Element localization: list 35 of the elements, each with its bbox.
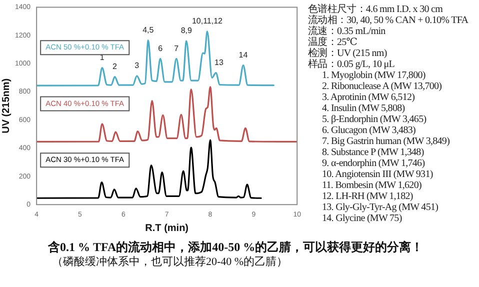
text: 8. Substance P (MW 1,348)	[321, 147, 425, 158]
text: 14. Glycine (MW 75)	[321, 213, 403, 224]
text: 色谱柱尺寸：4.6 mm I.D. x 30 cm	[308, 4, 444, 15]
text: （磷酸缓冲体系中，也可以推荐20-40 %的乙腈）	[51, 255, 289, 270]
text: 1. Myoglobin (MW 17,800)	[321, 70, 426, 81]
text: 3. Aprotinin (MW 6,512)	[321, 92, 416, 103]
annotation: 10,11,12	[192, 16, 224, 26]
text: 13. Gly-Gly-Tyr-Ag (MW 451)	[321, 202, 440, 213]
text: 10. Angiotensin III (MW 931)	[321, 169, 434, 180]
text: 6. Glucagon (MW 3,483)	[321, 125, 416, 136]
text: 7. Big Gastrin human (MW 3,849)	[321, 136, 451, 147]
text: 4. Insulin (MW 5,808)	[321, 103, 406, 114]
line-series	[36, 86, 298, 143]
line-series	[36, 139, 262, 199]
y-axis-title: UV (215nm)	[0, 78, 12, 134]
text: 流速：0.35 mL/min	[308, 26, 386, 37]
annotation: 14	[238, 50, 248, 60]
text: 12. LH-RH (MW 1,182)	[321, 191, 414, 202]
x-axis-title: R.T (min)	[145, 222, 189, 234]
text: 2. Ribonuclease A (MW 13,700)	[321, 81, 443, 92]
annotation: 6	[158, 44, 164, 53]
annotation: 4,5	[142, 26, 154, 35]
annotation: 13	[214, 58, 224, 67]
text: 流动相：30, 40, 50 % CAN + 0.10% TFA	[308, 15, 470, 26]
text: 9. α-endorphin (MW 1,746)	[321, 158, 426, 169]
text: 11. Bombesin (MW 1,620)	[321, 180, 422, 191]
text: 检测：UV (215 nm)	[308, 48, 388, 59]
text: 温度：25℃	[308, 37, 358, 48]
text: 5. β-Endorphin (MW 3,465)	[321, 114, 428, 125]
annotation: 8,9	[180, 26, 192, 36]
text: 含0.1 % TFA的流动相中，添加40-50 %的乙腈，可以获得更好的分离！	[47, 240, 424, 255]
annotation: 7	[174, 44, 180, 53]
text: 样品：0.05 g/L, 10 μL	[308, 59, 396, 70]
annotation: 2	[112, 62, 118, 72]
annotation: 3	[134, 61, 140, 70]
